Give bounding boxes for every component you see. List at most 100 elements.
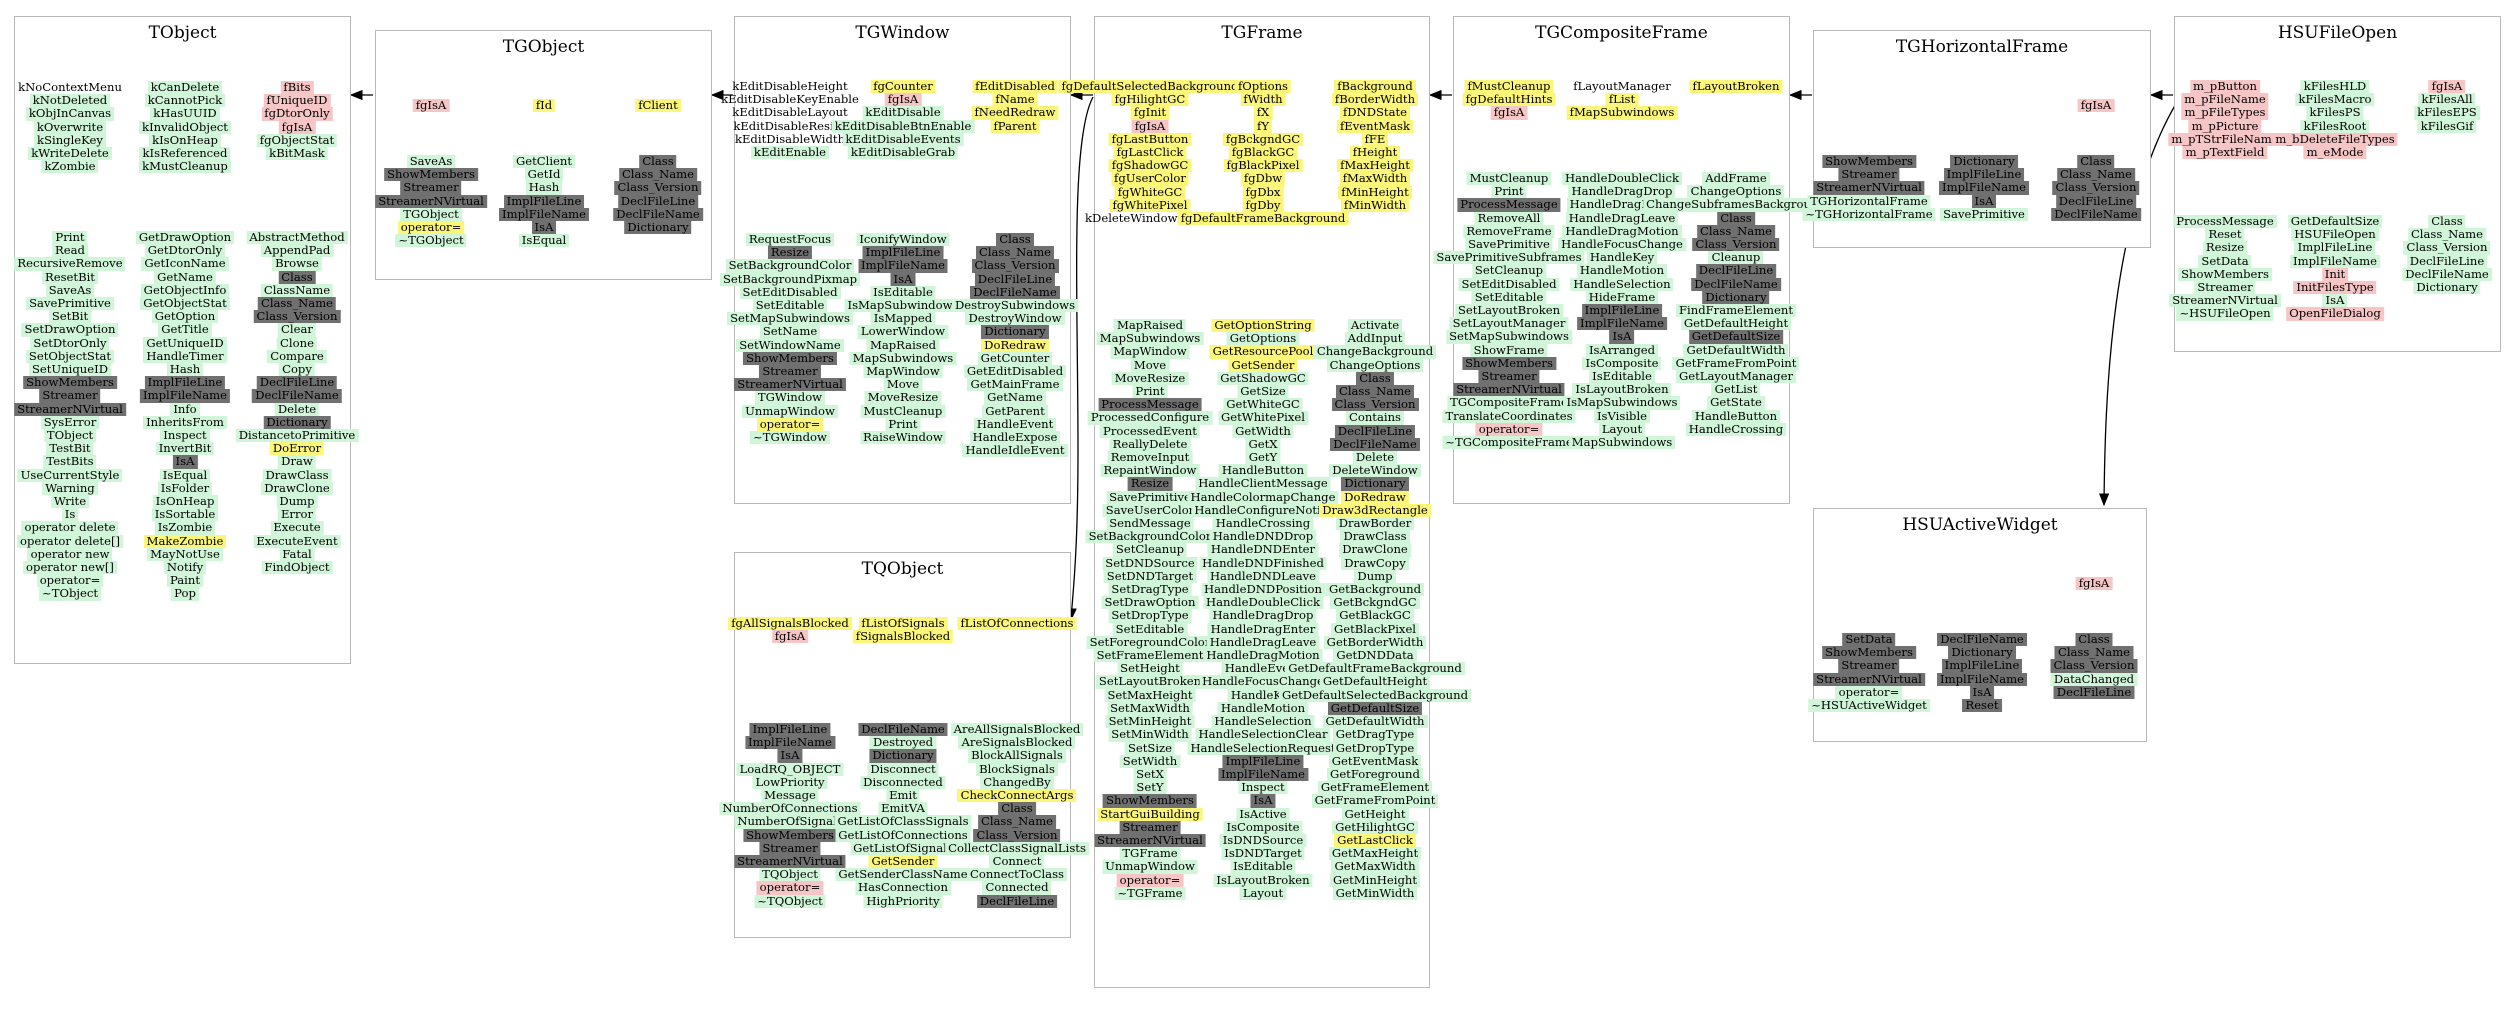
class-member: SaveAs [406, 154, 456, 169]
class-member: IsA [777, 749, 803, 763]
class-member: GetObjectStat [140, 296, 230, 311]
class-member: InvertBit [155, 442, 215, 456]
class-member: operator new [27, 547, 113, 562]
class-member: operator new[] [23, 560, 117, 575]
class-member: GetMinHeight [1329, 873, 1421, 887]
class-member: Resize [767, 246, 813, 260]
class-member: ShowMembers [23, 376, 117, 390]
class-member: IsA [172, 455, 198, 469]
class-member: GetBackground [1325, 582, 1425, 597]
class-member: fHeight [1349, 145, 1401, 160]
class-member: kFilesMacro [2295, 93, 2375, 107]
class-member: HandleDNDPosition [1200, 582, 1325, 597]
class-box-tgframe: TGFrame fgDefaultSelectedBackground fgHil… [1058, 16, 1472, 988]
class-member: ImplFileName [858, 259, 948, 273]
class-member: GetBlackPixel [1330, 622, 1420, 636]
class-member: ShowMembers [2178, 267, 2272, 282]
class-member: IsOnHeap [152, 494, 218, 509]
class-member: Cleanup [1708, 251, 1764, 265]
class-member: GetDropType [1332, 741, 1418, 755]
class-member: HandleFocusChange [1199, 675, 1327, 689]
class-member: Streamer [759, 841, 821, 856]
class-member: RepaintWindow [1100, 464, 1200, 478]
class-member: IsMapSubwindows [844, 298, 962, 313]
class-member: fgIsA [412, 98, 450, 113]
member-column: AreAllSignalsBlocked AreSignalsBlocked Blo… [945, 722, 1089, 908]
class-member: SetEditDisabled [739, 285, 841, 300]
class-member: MustCleanup [860, 404, 946, 418]
class-member: Connect [989, 854, 1045, 869]
class-member: GetMainFrame [967, 378, 1063, 392]
class-member: ProcessedConfigure [1087, 411, 1213, 425]
class-member: kEditDisableGrab [847, 145, 959, 160]
class-member: fBackground [1334, 79, 1416, 94]
class-member: GetBorderWidth [1323, 635, 1427, 650]
class-member: fMaxHeight [1337, 159, 1413, 173]
class-member: fX [1253, 106, 1273, 120]
class-member: IsA [531, 220, 557, 235]
class-box-tghorizontalframe: TGHorizontalFrame fgIsA ShowMembers Strea… [1802, 30, 2151, 248]
class-member: fgLastClick [1113, 145, 1187, 160]
class-member: SetData [1842, 632, 1896, 647]
class-member: SaveUserColor [1102, 503, 1198, 518]
class-member: DeclFileLine [2053, 685, 2135, 700]
class-member: GetCounter [977, 351, 1053, 366]
class-member: GetDefaultWidth [1683, 343, 1789, 357]
member-column: m_pButton m_pFileName m_pFileTypes m_pPictu… [2168, 79, 2282, 160]
class-member: DeclFileName [1691, 277, 1781, 291]
class-member: BlockSignals [976, 762, 1058, 776]
class-member: fgDefaultSelectedBackground [1058, 79, 1242, 94]
class-member: ShowMembers [743, 351, 837, 366]
class-member: GetDefaultSelectedBackground [1278, 688, 1472, 702]
class-member: IsZombie [154, 521, 216, 535]
class-member: Layout [1239, 886, 1287, 900]
class-member: fgBckgndGC [1222, 132, 1304, 147]
class-member: fgDby [1242, 198, 1284, 213]
class-member: operator delete[] [16, 534, 123, 548]
class-member: ChangedBy [980, 775, 1054, 790]
class-member: Reset [2205, 228, 2245, 242]
class-member: IsA [1609, 330, 1635, 344]
class-member: operator= [36, 574, 104, 588]
class-member: Clear [278, 323, 316, 337]
class-member: fgIsA [1490, 106, 1528, 120]
class-member: fgWhitePixel [1109, 198, 1191, 213]
class-member: HandleSelection [1570, 277, 1674, 291]
class-member: ~TGHorizontalFrame [1802, 207, 1936, 222]
class-member: NumberOfConnections [719, 802, 861, 816]
class-member: Dictionary [1948, 646, 2016, 660]
class-member: DrawClone [1339, 543, 1411, 557]
class-member: Emit [886, 788, 920, 803]
class-member: Inspect [160, 428, 210, 443]
class-member: Streamer [1838, 168, 1900, 182]
class-member: RecursiveRemove [14, 257, 126, 271]
class-member: GetState [1707, 396, 1765, 410]
class-member: Browse [272, 257, 322, 271]
class-member: operator= [1475, 422, 1543, 437]
class-member: fgShadowGC [1108, 159, 1192, 173]
class-member: Class_Name [1335, 384, 1415, 399]
class-member: fClient [635, 98, 681, 113]
class-member: DoRedraw [981, 338, 1049, 352]
class-member: ChangeOptions [1326, 358, 1424, 372]
class-member: LoadRQ_OBJECT [736, 762, 844, 776]
class-member: kHasUUID [150, 107, 220, 121]
class-title: TGFrame [1221, 23, 1303, 43]
class-member: GetDefaultWidth [1322, 714, 1428, 729]
class-member: IsEditable [1589, 369, 1655, 384]
class-member: fEditDisabled [972, 79, 1058, 94]
class-member: SetMaxWidth [1107, 701, 1193, 716]
class-member: GetListOfClassSignals [834, 815, 972, 829]
class-member: kEditDisable [862, 106, 944, 120]
class-member: kEditDisableWidth [734, 131, 846, 146]
class-member: ProcessMessage [2173, 214, 2277, 229]
class-member: GetListOfSignals [850, 841, 956, 856]
class-member: fBits [280, 80, 314, 95]
class-member: StreamerNVirtual [375, 194, 487, 208]
class-member: ChangeSubframesBackground [1643, 198, 1829, 212]
class-member: GetFrameFromPoint [1311, 794, 1439, 808]
class-member: SetX [1133, 767, 1167, 782]
member-column: fId [532, 98, 556, 113]
class-member: Execute [270, 521, 324, 535]
